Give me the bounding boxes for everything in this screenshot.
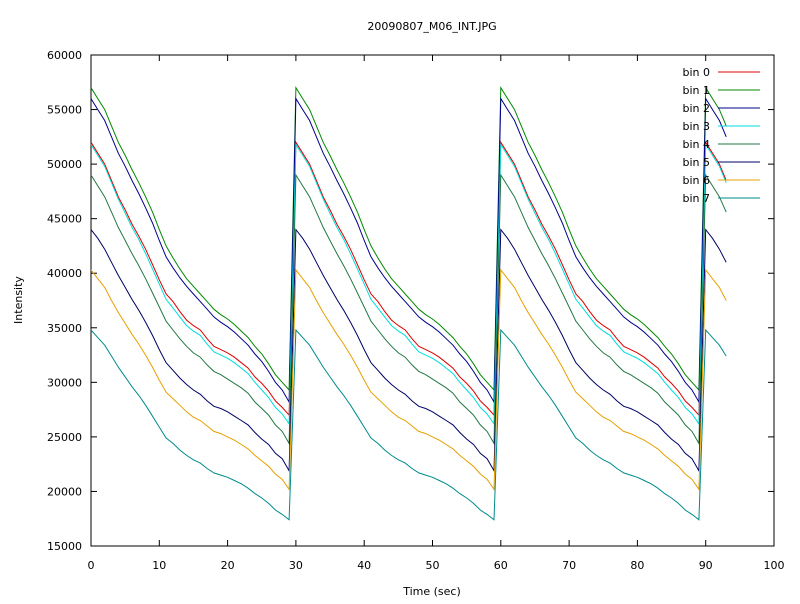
legend-label-bin-4: bin 4 <box>682 138 710 151</box>
legend-label-bin-1: bin 1 <box>682 84 710 97</box>
legend-label-bin-5: bin 5 <box>682 156 710 169</box>
y-tick-label: 20000 <box>47 485 82 498</box>
y-tick-label: 35000 <box>47 322 82 335</box>
x-tick-label: 40 <box>357 559 371 572</box>
x-axis-label: Time (sec) <box>402 585 461 598</box>
series-line-bin-5 <box>90 228 727 473</box>
y-axis-label: Intensity <box>12 276 25 324</box>
y-tick-label: 30000 <box>47 376 82 389</box>
x-tick-label: 80 <box>630 559 644 572</box>
plot-frame <box>90 54 775 547</box>
y-tick-label: 15000 <box>47 540 82 553</box>
series-line-bin-7 <box>90 328 727 521</box>
x-tick-label: 0 <box>88 559 95 572</box>
series-line-bin-6 <box>90 268 727 491</box>
legend-label-bin-0: bin 0 <box>682 66 710 79</box>
chart-title: 20090807_M06_INT.JPG <box>367 20 496 33</box>
legend-label-bin-2: bin 2 <box>682 102 710 115</box>
series-line-bin-2 <box>90 96 727 404</box>
series-layer <box>90 86 727 521</box>
x-tick-label: 10 <box>152 559 166 572</box>
x-tick-label: 90 <box>699 559 713 572</box>
x-tick-label: 20 <box>221 559 235 572</box>
series-line-bin-0 <box>90 140 727 417</box>
y-tick-label: 40000 <box>47 267 82 280</box>
x-tick-label: 100 <box>764 559 785 572</box>
y-tick-label: 55000 <box>47 104 82 117</box>
x-tick-label: 60 <box>494 559 508 572</box>
x-tick-label: 50 <box>426 559 440 572</box>
legend-label-bin-3: bin 3 <box>682 120 710 133</box>
series-line-bin-4 <box>90 173 727 446</box>
series-line-bin-1 <box>90 86 727 392</box>
x-axis: 0 10 20 30 40 50 60 70 80 90 100 <box>88 55 785 572</box>
legend: bin 0 bin 1 bin 2 bin 3 bin 4 bin 5 bin 6 bin 7 <box>682 66 760 205</box>
series-line-bin-3 <box>90 142 727 426</box>
y-tick-label: 50000 <box>47 158 82 171</box>
x-tick-label: 30 <box>289 559 303 572</box>
y-tick-label: 45000 <box>47 213 82 226</box>
legend-label-bin-7: bin 7 <box>682 192 710 205</box>
y-tick-label: 25000 <box>47 431 82 444</box>
legend-label-bin-6: bin 6 <box>682 174 710 187</box>
y-axis: 15000 20000 25000 30000 35000 40000 45000 50000… <box>47 49 774 553</box>
y-tick-label: 60000 <box>47 49 82 62</box>
x-tick-label: 70 <box>562 559 576 572</box>
